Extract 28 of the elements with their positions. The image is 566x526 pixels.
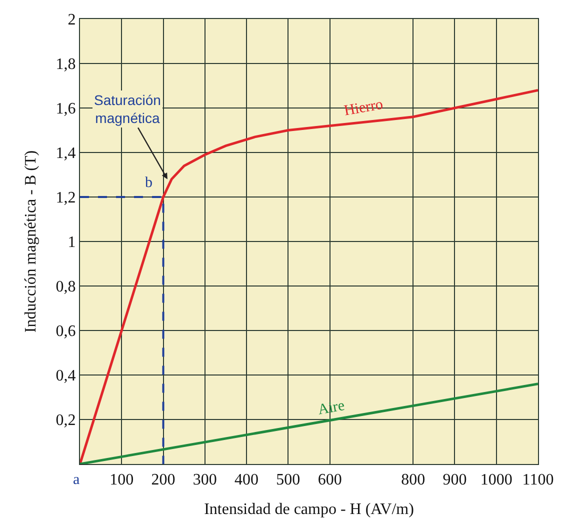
y-tick-label: 1,8 [56,56,76,74]
y-tick-label: 0,6 [56,323,76,340]
annotation: a [73,472,80,488]
x-tick-label: 800 [401,471,426,488]
x-tick-label: 600 [318,471,342,488]
x-tick-label: 200 [151,471,176,488]
y-axis-title: Inducción magnética - B (T) [22,150,40,333]
annotation: b [145,175,152,191]
y-tick-label: 2 [68,12,76,29]
x-tick-label: 500 [276,471,300,488]
y-tick-label: 0,4 [56,368,76,385]
annotation: Saturación magnética [94,92,161,126]
x-tick-label: 100 [110,471,134,488]
y-tick-label: 0,2 [56,412,76,430]
y-tick-label: 1,6 [56,100,76,118]
x-tick-label: 1000 [480,471,512,488]
x-tick-label: 400 [234,471,259,488]
y-tick-label: 1,4 [56,145,76,162]
y-tick-label: 0,8 [56,278,76,296]
y-tick-label: 1 [68,234,76,252]
line-series [80,88,538,464]
x-tick-label: 300 [192,471,217,488]
y-tick-label: 1,2 [56,190,76,207]
text: Hierro [342,96,384,120]
text: Aire [316,398,346,418]
x-tick-label: 1100 [522,471,554,488]
x-tick-label: 900 [442,471,467,488]
x-axis-title: Intensidad de campo - H (AV/m) [204,501,414,518]
